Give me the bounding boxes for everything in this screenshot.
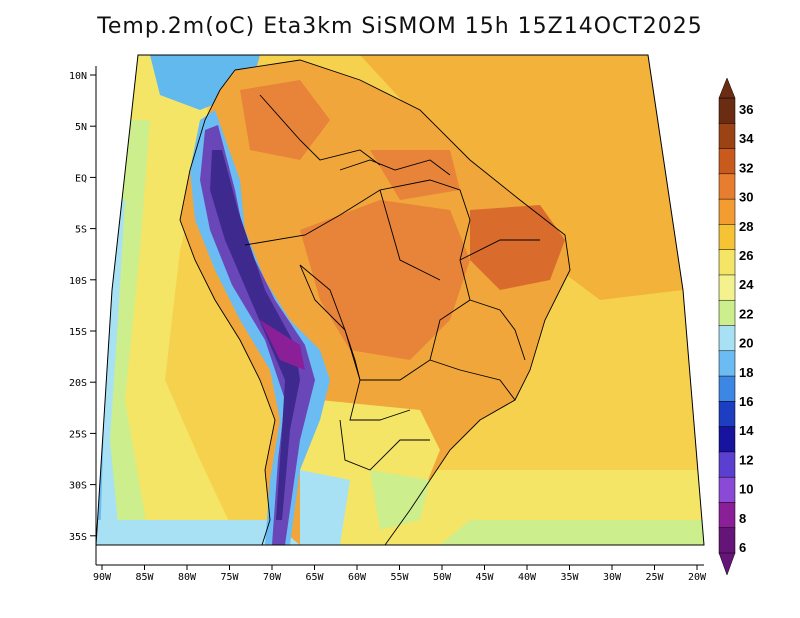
lon-label: 85W <box>135 572 154 583</box>
colorbar-label: 20 <box>739 336 753 351</box>
lon-label: 20W <box>688 572 707 583</box>
lat-label: 20S <box>69 378 87 389</box>
lon-label: 90W <box>93 572 112 583</box>
colorbar-swatch <box>718 451 736 478</box>
interior-hot <box>300 200 470 360</box>
political-borders <box>179 59 571 546</box>
lat-label: 5S <box>75 225 87 236</box>
altiplano <box>260 320 305 370</box>
colorbar-label: 30 <box>739 190 753 205</box>
bolivia-paraguay-border <box>299 264 411 421</box>
colorbar-top-arrow <box>718 77 736 99</box>
south-pacific-cold <box>96 520 310 545</box>
colorbar-swatch <box>718 375 736 403</box>
brazil-states-3 <box>429 359 516 401</box>
colorbar-swatch <box>718 476 736 504</box>
colorbar-label: 12 <box>739 452 753 467</box>
guianas-border <box>339 159 451 176</box>
colorbar-label: 18 <box>739 365 753 380</box>
lat-label: 5N <box>75 122 87 133</box>
colorbar-swatch <box>718 148 736 175</box>
lat-label: 10S <box>69 276 87 287</box>
colorbar-label: 34 <box>739 131 754 146</box>
colorbar-swatch <box>718 173 736 200</box>
colorbar-label: 22 <box>739 306 753 321</box>
colorbar-swatch <box>718 123 736 150</box>
brazil-west-border <box>244 179 471 381</box>
atlantic-south-cold <box>440 520 704 545</box>
lon-label: 70W <box>263 572 282 583</box>
lon-ticks: 90W 85W 80W 75W 70W 65W 60W 55W 50W 45W 40W 35W 30W 2… <box>93 565 707 583</box>
lon-label: 65W <box>305 572 324 583</box>
colorbar-swatch <box>718 224 736 251</box>
pacific-coastline <box>179 69 276 546</box>
colorbar-swatch <box>718 249 736 276</box>
lat-ticks: 10N 5N EQ 5S 10S 15S 20S 25S 30S 35S <box>69 71 96 543</box>
colorbar-swatch <box>718 426 736 453</box>
colorbar: 36 34 32 30 28 26 24 22 20 18 16 14 12 10 8 6 <box>718 77 754 576</box>
lon-label: 75W <box>220 572 239 583</box>
brazil-states-1 <box>379 189 441 281</box>
lon-label: 40W <box>518 572 537 583</box>
lat-label: 25S <box>69 429 87 440</box>
brazil-states-2 <box>469 299 526 361</box>
lon-label: 80W <box>178 572 197 583</box>
colorbar-label: 6 <box>739 540 746 555</box>
colorbar-swatch <box>718 502 736 529</box>
lat-label: 35S <box>69 532 87 543</box>
chart-title: Temp.2m(oC) Eta3km SiSMOM 15h 15Z14OCT20… <box>97 14 703 39</box>
lon-label: 55W <box>390 572 409 583</box>
colorbar-label: 28 <box>739 219 753 234</box>
patagonia-cool <box>300 470 350 545</box>
argentina-uruguay-border <box>339 419 430 471</box>
colorbar-label: 32 <box>739 160 753 175</box>
lon-label: 35W <box>560 572 579 583</box>
colorbar-swatch <box>718 401 736 428</box>
colombia-venezuela-border <box>259 94 381 166</box>
atlantic-warm <box>360 55 683 300</box>
lat-label: EQ <box>75 173 87 184</box>
lon-label: 60W <box>348 572 367 583</box>
colorbar-swatch <box>718 350 736 377</box>
lon-label: 45W <box>475 572 494 583</box>
lon-label: 30W <box>603 572 622 583</box>
colorbar-label: 10 <box>739 482 753 497</box>
north-hot <box>240 80 330 160</box>
pampas-cool <box>370 470 430 530</box>
colorbar-label: 36 <box>739 102 753 117</box>
atlantic-coastline <box>234 59 571 546</box>
colorbar-label: 24 <box>739 277 754 292</box>
lat-label: 15S <box>69 327 87 338</box>
lat-label: 10N <box>69 71 87 82</box>
colorbar-swatch <box>718 97 736 125</box>
colorbar-bottom-arrow <box>718 552 736 576</box>
colorbar-label: 26 <box>739 248 753 263</box>
brazil-states-4 <box>459 239 540 261</box>
colorbar-label: 14 <box>739 423 754 438</box>
colorbar-swatch <box>718 325 736 352</box>
colorbar-swatch <box>718 299 736 327</box>
colorbar-label: 8 <box>739 511 746 526</box>
map-frame <box>95 54 705 546</box>
lon-label: 25W <box>645 572 664 583</box>
northeast-hot <box>470 205 565 290</box>
lat-label: 30S <box>69 481 87 492</box>
andes-core <box>210 150 300 520</box>
colorbar-swatch <box>718 198 736 226</box>
lon-label: 50W <box>433 572 452 583</box>
colorbar-label: 16 <box>739 394 753 409</box>
colorbar-swatch <box>718 274 736 301</box>
map-field <box>96 55 704 545</box>
colorbar-swatch <box>718 527 736 554</box>
